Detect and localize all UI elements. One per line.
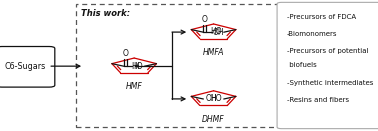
Text: -Precursors of potential: -Precursors of potential [287,48,368,54]
Text: HMF: HMF [126,82,143,91]
Text: HO: HO [211,27,222,36]
Text: C6-Sugars: C6-Sugars [5,62,46,71]
Text: OH: OH [205,94,217,103]
Text: OH: OH [213,28,225,37]
Text: This work:: This work: [81,9,130,18]
FancyBboxPatch shape [0,47,55,87]
Text: -Precursors of FDCA: -Precursors of FDCA [287,14,356,20]
Text: O: O [202,15,208,24]
Text: HMFA: HMFA [203,48,224,57]
Text: HO: HO [211,94,222,103]
Text: DHMF: DHMF [202,115,225,124]
Text: O: O [122,49,128,58]
Text: -Synthetic intermediates: -Synthetic intermediates [287,80,373,86]
Text: biofuels: biofuels [287,62,316,68]
FancyBboxPatch shape [277,2,378,129]
Text: -Resins and fibers: -Resins and fibers [287,97,349,103]
Text: -Biomonomers: -Biomonomers [287,31,337,37]
Text: H: H [133,62,139,71]
Text: HO: HO [131,61,143,70]
